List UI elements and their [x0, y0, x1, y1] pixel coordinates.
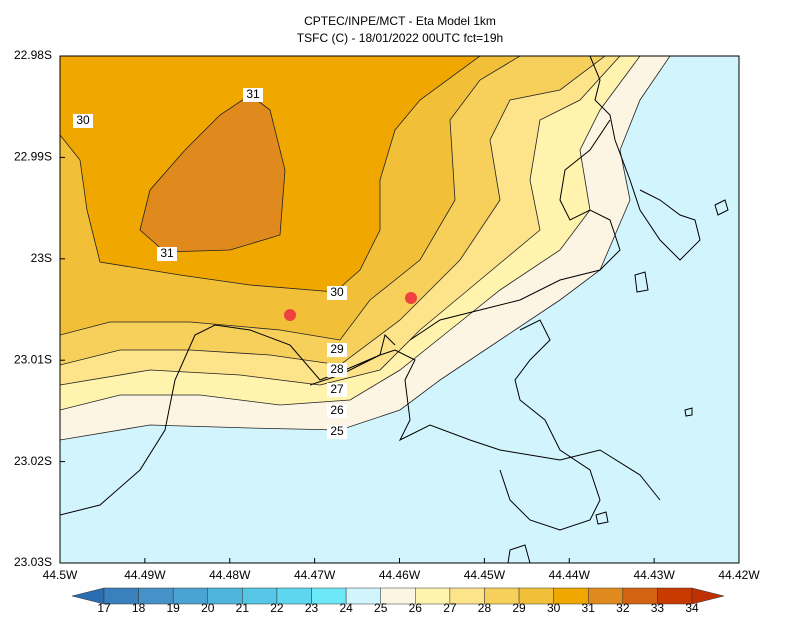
colorbar-label: 20 [201, 601, 215, 615]
colorbar-label: 27 [443, 601, 457, 615]
island [714, 199, 729, 216]
x-tick-label: 44.44W [549, 568, 591, 582]
y-tick-label: 23.03S [14, 555, 52, 569]
contour-label: 25 [330, 424, 344, 438]
y-tick-label: 23.01S [14, 352, 52, 366]
colorbar-label: 34 [685, 601, 699, 615]
contour-label: 31 [160, 246, 174, 260]
coastline [60, 324, 661, 516]
island [595, 511, 609, 525]
map-area [60, 56, 739, 563]
contour-label-bg [327, 404, 347, 418]
island [634, 271, 649, 293]
colorbar-label: 17 [97, 601, 111, 615]
contour-label-bg [327, 383, 347, 397]
colorbar-label: 29 [512, 601, 526, 615]
station-marker [405, 292, 417, 304]
contour-label: 31 [246, 87, 260, 101]
contour-label: 27 [330, 382, 344, 396]
colorbar-label: 26 [409, 601, 423, 615]
island [684, 407, 693, 417]
station-marker [284, 309, 296, 321]
coastline [589, 56, 701, 261]
contour-label-bg [327, 343, 347, 357]
coastline [309, 334, 396, 386]
colorbar-label: 18 [132, 601, 146, 615]
colorbar-label: 24 [339, 601, 353, 615]
colorbar-label: 22 [270, 601, 284, 615]
contour-label: 28 [330, 362, 344, 376]
x-tick-label: 44.49W [124, 568, 166, 582]
x-tick-label: 44.5W [43, 568, 78, 582]
contour-label-bg [327, 286, 347, 300]
colorbar-label: 33 [651, 601, 665, 615]
island [507, 544, 531, 563]
colorbar-high [691, 587, 725, 605]
contour-label-bg [73, 114, 93, 128]
colorbar-label: 32 [616, 601, 630, 615]
contour-label-bg [243, 88, 263, 102]
contour-label-bg [327, 363, 347, 377]
colorbar-label: 28 [478, 601, 492, 615]
x-tick-label: 44.43W [633, 568, 675, 582]
coastline [499, 319, 601, 531]
colorbar-label: 30 [547, 601, 561, 615]
x-tick-label: 44.45W [464, 568, 506, 582]
x-tick-label: 44.48W [209, 568, 251, 582]
contour-label: 29 [330, 342, 344, 356]
colorbar-label: 19 [166, 601, 180, 615]
y-tick-label: 22.98S [14, 48, 52, 62]
coastline [409, 119, 621, 341]
x-tick-label: 44.46W [379, 568, 421, 582]
colorbar-label: 31 [582, 601, 596, 615]
contour-label-bg [327, 425, 347, 439]
contour-label: 30 [330, 285, 344, 299]
title-line-2: TSFC (C) - 18/01/2022 00UTC fct=19h [297, 31, 503, 45]
colorbar-label: 23 [305, 601, 319, 615]
x-tick-label: 44.42W [718, 568, 760, 582]
contour-label: 26 [330, 403, 344, 417]
y-tick-label: 22.99S [14, 150, 52, 164]
colorbar-label: 25 [374, 601, 388, 615]
colorbar-label: 21 [236, 601, 250, 615]
y-tick-label: 23S [31, 251, 52, 265]
title-line-1: CPTEC/INPE/MCT - Eta Model 1km [304, 14, 496, 28]
contour-label: 30 [76, 113, 90, 127]
contour-label-bg [157, 247, 177, 261]
y-tick-label: 23.02S [14, 454, 52, 468]
x-tick-label: 44.47W [294, 568, 336, 582]
